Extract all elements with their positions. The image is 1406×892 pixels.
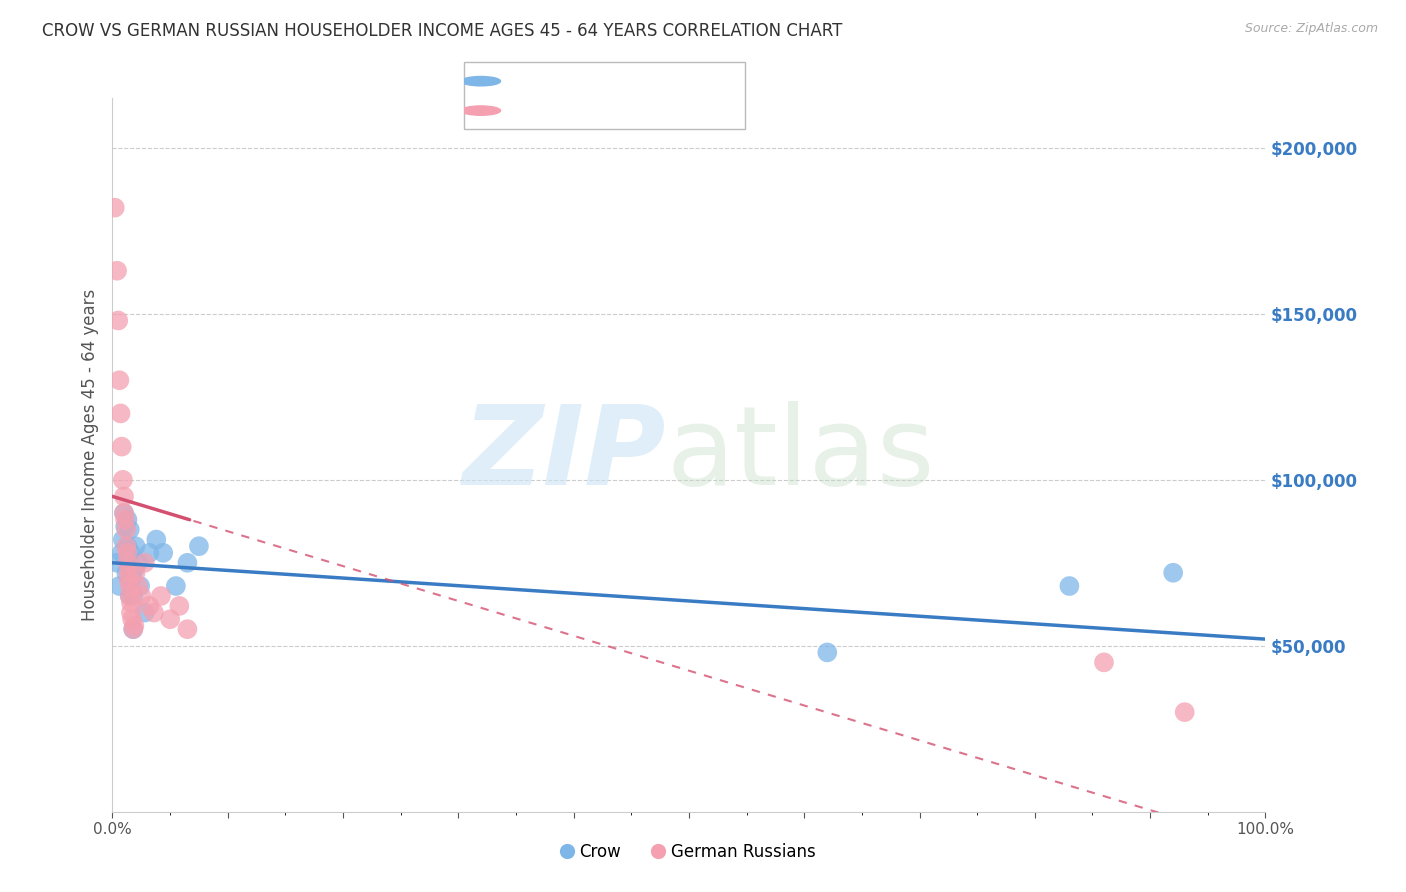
Point — [110, 406, 132, 420]
Point — [118, 589, 141, 603]
Point — [120, 606, 142, 620]
Text: -0.325: -0.325 — [551, 74, 606, 88]
Text: R =: R = — [509, 74, 543, 88]
Point — [117, 566, 139, 580]
Point — [149, 589, 172, 603]
Point — [1092, 656, 1115, 670]
Point — [143, 606, 166, 620]
Point — [111, 533, 134, 547]
Point — [129, 579, 152, 593]
Point — [115, 539, 138, 553]
Point — [120, 596, 142, 610]
Point — [124, 619, 146, 633]
Point — [138, 599, 160, 613]
Point — [104, 201, 127, 215]
Text: 31: 31 — [672, 74, 693, 88]
Text: 35: 35 — [672, 103, 693, 118]
Point — [176, 622, 198, 636]
Point — [120, 546, 142, 560]
Point — [145, 533, 167, 547]
Point — [121, 566, 143, 580]
Point — [169, 599, 191, 613]
Point — [129, 589, 153, 603]
Point — [114, 519, 136, 533]
Point — [159, 612, 181, 626]
Point — [122, 622, 145, 636]
Point — [127, 579, 149, 593]
Y-axis label: Householder Income Ages 45 - 64 years: Householder Income Ages 45 - 64 years — [80, 289, 98, 621]
Text: ZIP: ZIP — [463, 401, 666, 508]
Point — [112, 490, 135, 504]
Point — [124, 566, 146, 580]
Point — [107, 313, 129, 327]
Legend: Crow, German Russians: Crow, German Russians — [555, 837, 823, 868]
Point — [187, 539, 211, 553]
Circle shape — [461, 106, 501, 115]
Point — [111, 546, 134, 560]
Text: N =: N = — [633, 74, 666, 88]
Point — [117, 573, 139, 587]
Point — [117, 556, 139, 570]
Point — [120, 573, 142, 587]
Point — [124, 539, 146, 553]
Point — [117, 539, 139, 553]
Point — [121, 612, 143, 626]
Point — [165, 579, 187, 593]
Text: R =: R = — [509, 103, 543, 118]
Circle shape — [461, 77, 501, 86]
Point — [127, 556, 149, 570]
Point — [118, 523, 141, 537]
Point — [124, 562, 146, 576]
Point — [115, 566, 138, 580]
Text: -0.107: -0.107 — [551, 103, 606, 118]
Text: N =: N = — [633, 103, 666, 118]
Point — [105, 263, 128, 277]
Point — [108, 579, 131, 593]
Point — [134, 606, 156, 620]
Point — [122, 589, 145, 603]
Point — [112, 506, 135, 520]
Point — [1161, 566, 1184, 580]
Text: Source: ZipAtlas.com: Source: ZipAtlas.com — [1244, 22, 1378, 36]
Point — [138, 546, 160, 560]
Point — [117, 546, 139, 560]
Text: CROW VS GERMAN RUSSIAN HOUSEHOLDER INCOME AGES 45 - 64 YEARS CORRELATION CHART: CROW VS GERMAN RUSSIAN HOUSEHOLDER INCOM… — [42, 22, 842, 40]
Point — [176, 556, 198, 570]
Text: atlas: atlas — [666, 401, 935, 508]
Point — [105, 556, 128, 570]
Point — [118, 589, 141, 603]
Point — [152, 546, 174, 560]
Point — [118, 579, 141, 593]
Point — [117, 513, 139, 527]
Point — [115, 523, 138, 537]
Point — [114, 513, 136, 527]
Point — [111, 440, 134, 454]
Point — [134, 556, 156, 570]
Point — [112, 506, 135, 520]
Point — [1059, 579, 1081, 593]
FancyBboxPatch shape — [464, 62, 745, 129]
Point — [815, 645, 838, 659]
Point — [1174, 705, 1197, 719]
Point — [117, 556, 139, 570]
Point — [108, 373, 131, 387]
Point — [122, 622, 145, 636]
Point — [111, 473, 134, 487]
